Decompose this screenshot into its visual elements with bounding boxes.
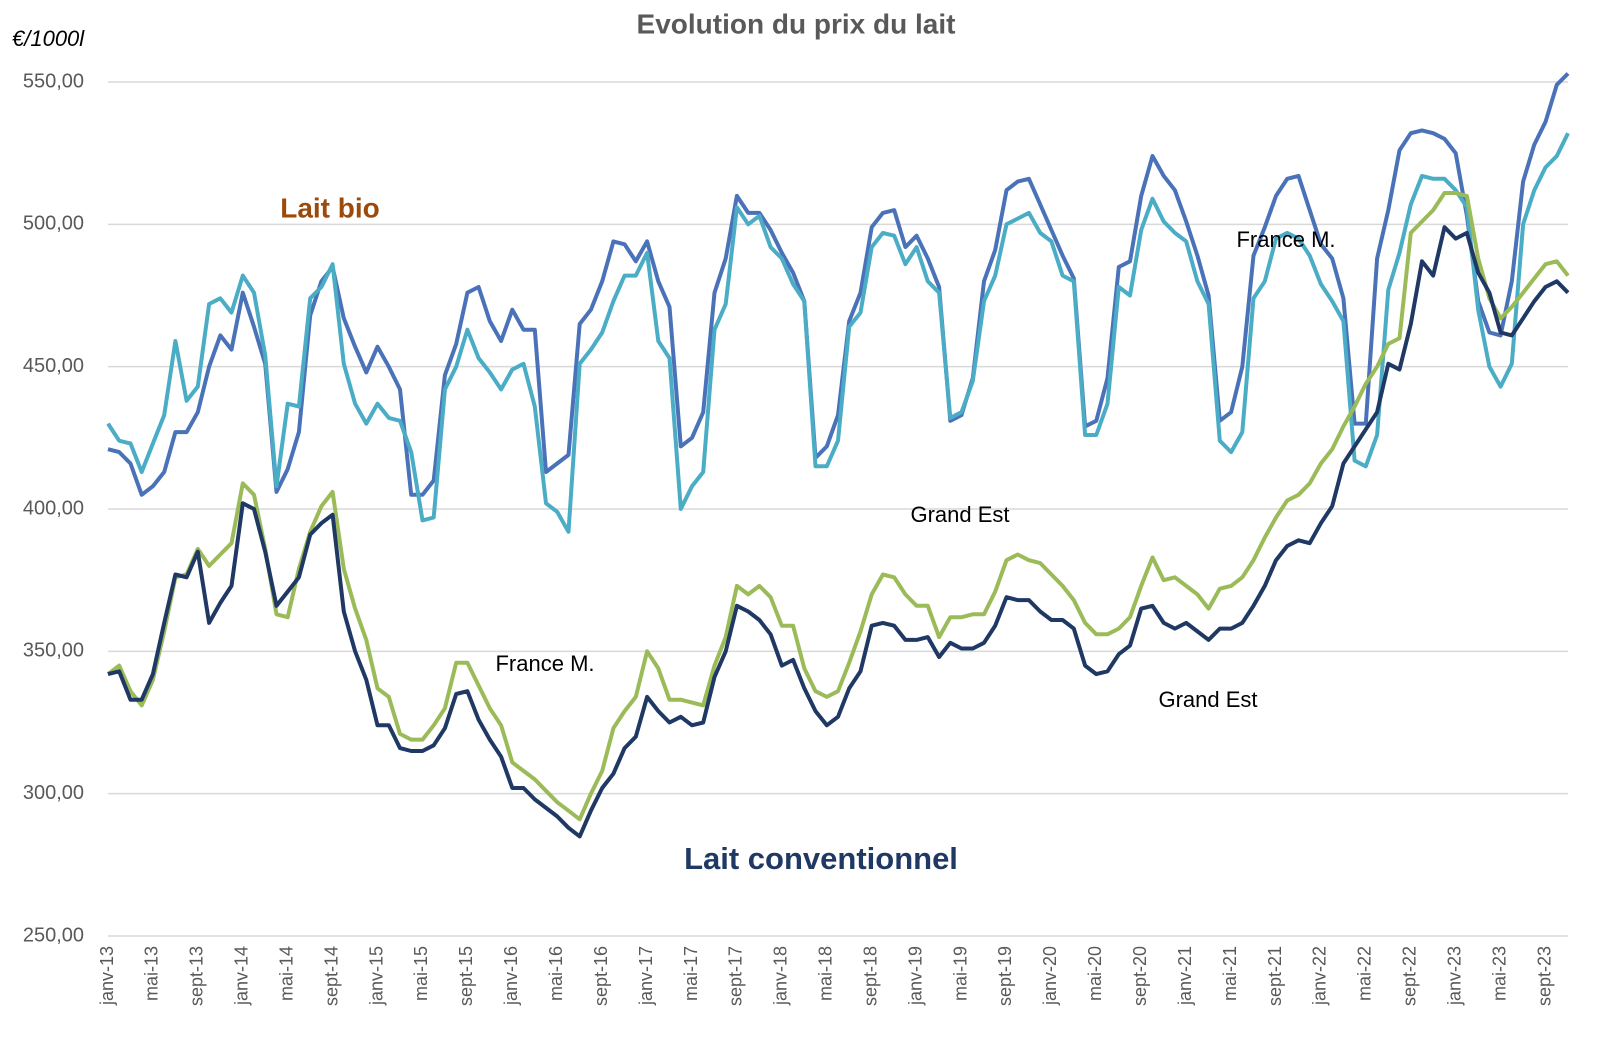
- x-tick-label: janv-14: [232, 946, 252, 1006]
- x-tick-label: mai-23: [1489, 946, 1509, 1001]
- y-tick-label: 450,00: [23, 355, 84, 377]
- x-tick-label: mai-22: [1355, 946, 1375, 1001]
- grid: 250,00 300,00 350,00 400,00 450,00 500,00 550,…: [23, 70, 1568, 1006]
- y-axis-label: €/1000l: [12, 26, 85, 51]
- x-tick-label: janv-15: [366, 946, 386, 1006]
- annotation: France M.: [495, 651, 594, 676]
- x-tick-label: sept-16: [591, 946, 611, 1006]
- x-tick-label: janv-22: [1310, 946, 1330, 1006]
- series-line: [106, 191, 1570, 822]
- x-tick-label: mai-14: [276, 946, 296, 1001]
- x-tick-label: mai-18: [816, 946, 836, 1001]
- y-tick-label: 300,00: [23, 782, 84, 804]
- x-tick-label: sept-18: [860, 946, 880, 1006]
- x-tick-label: sept-13: [187, 946, 207, 1006]
- x-tick-label: mai-20: [1085, 946, 1105, 1001]
- x-tick-label: mai-17: [681, 946, 701, 1001]
- annotation: Lait bio: [280, 192, 380, 223]
- x-tick-label: mai-13: [142, 946, 162, 1001]
- annotation: Grand Est: [910, 502, 1009, 527]
- x-tick-label: janv-23: [1444, 946, 1464, 1006]
- y-tick-label: 500,00: [23, 213, 84, 235]
- x-tick-label: mai-15: [411, 946, 431, 1001]
- y-tick-label: 550,00: [23, 70, 84, 92]
- x-tick-label: janv-20: [1040, 946, 1060, 1006]
- x-tick-label: sept-21: [1265, 946, 1285, 1006]
- y-tick-label: 350,00: [23, 640, 84, 662]
- x-tick-label: sept-20: [1130, 946, 1150, 1006]
- annotation: Grand Est: [1158, 687, 1257, 712]
- x-tick-label: janv-17: [636, 946, 656, 1006]
- series-line: [107, 225, 1570, 839]
- x-tick-label: janv-18: [771, 946, 791, 1006]
- x-tick-label: janv-13: [97, 946, 117, 1006]
- x-tick-label: janv-16: [501, 946, 521, 1006]
- x-tick-label: sept-17: [726, 946, 746, 1006]
- x-tick-label: janv-21: [1175, 946, 1195, 1006]
- x-tick-label: sept-15: [456, 946, 476, 1006]
- y-tick-label: 400,00: [23, 497, 84, 519]
- x-tick-label: janv-19: [905, 946, 925, 1006]
- x-tick-label: sept-14: [321, 946, 341, 1006]
- chart-title: Evolution du prix du lait: [637, 8, 956, 39]
- x-tick-label: mai-19: [950, 946, 970, 1001]
- annotation: France M.: [1236, 227, 1335, 252]
- x-tick-label: mai-21: [1220, 946, 1240, 1001]
- x-tick-label: sept-22: [1400, 946, 1420, 1006]
- x-tick-label: sept-19: [995, 946, 1015, 1006]
- annotation: Lait conventionnel: [684, 841, 958, 876]
- x-tick-label: sept-23: [1534, 946, 1554, 1006]
- series-line: [107, 72, 1570, 497]
- annotations: Lait bio Lait conventionnel France M. Grand…: [280, 192, 1335, 876]
- series-line: [106, 132, 1570, 534]
- lines: [106, 72, 1570, 839]
- y-tick-label: 250,00: [23, 924, 84, 946]
- x-tick-label: mai-16: [546, 946, 566, 1001]
